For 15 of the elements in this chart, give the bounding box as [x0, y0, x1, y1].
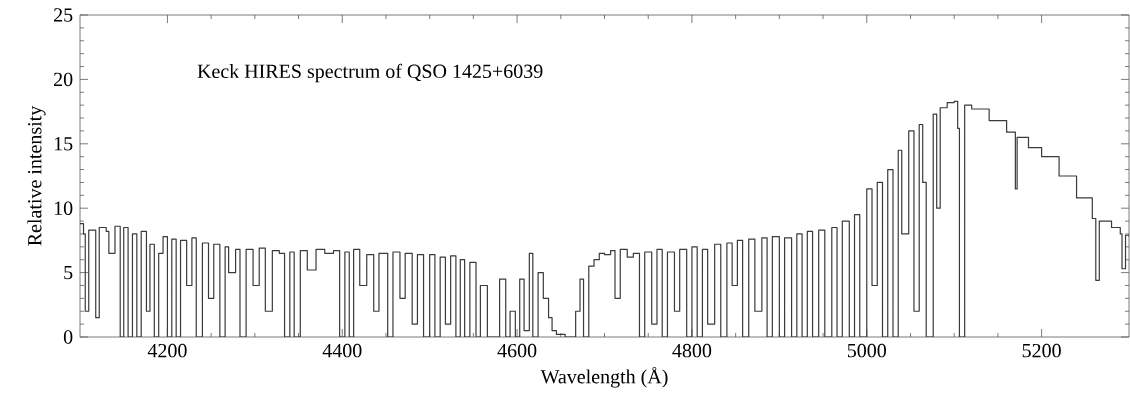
y-tick-label: 15	[54, 137, 73, 151]
y-tick-label: 5	[64, 265, 73, 280]
x-tick-label: 4400	[322, 343, 362, 358]
y-tick-label: 0	[63, 330, 73, 344]
x-axis-title: Wavelength (Å)	[540, 366, 668, 388]
x-tick-label: 4600	[497, 343, 537, 358]
x-tick-label: 4800	[672, 343, 712, 358]
x-tick-label: 5000	[847, 343, 886, 358]
annotation: Keck HIRES spectrum of QSO 1425+6039	[197, 63, 543, 83]
y-tick-label: 10	[54, 201, 73, 215]
x-tick-label: 4200	[147, 343, 187, 358]
y-tick-label: 20	[54, 72, 73, 87]
x-tick-label: 5200	[1022, 343, 1061, 358]
y-tick-label: 25	[54, 8, 73, 22]
y-axis-title: Relative intensity	[27, 105, 46, 246]
